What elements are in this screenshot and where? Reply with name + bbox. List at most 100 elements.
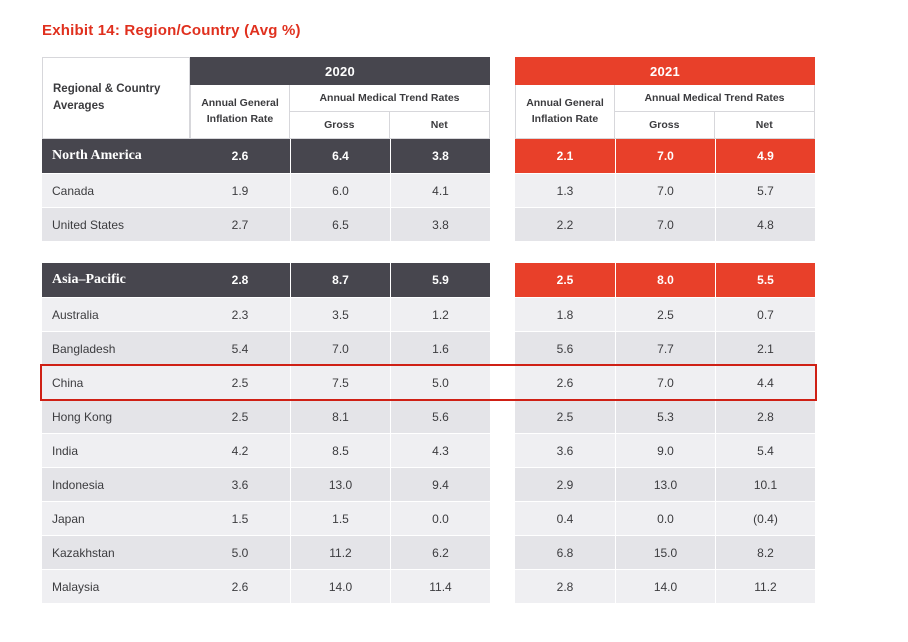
value-2020: 5.0 — [190, 536, 290, 569]
column-gutter — [490, 434, 515, 467]
value-2020: 8.1 — [290, 400, 390, 433]
value-2020: 4.3 — [390, 434, 490, 467]
value-2020: 2.5 — [190, 400, 290, 433]
value-2021: 5.4 — [715, 434, 815, 467]
region-name: Asia–Pacific — [42, 263, 190, 297]
country-row: Canada 1.9 6.0 4.1 1.3 7.0 5.7 — [42, 174, 815, 207]
column-gutter — [490, 263, 515, 297]
value-2021: 0.7 — [715, 298, 815, 331]
value-2020: 13.0 — [290, 468, 390, 501]
value-2021: 4.8 — [715, 208, 815, 241]
value-2020: 1.6 — [390, 332, 490, 365]
country-row: Indonesia 3.6 13.0 9.4 2.9 13.0 10.1 — [42, 468, 815, 501]
region-value-2021: 7.0 — [615, 139, 715, 173]
country-row: Australia 2.3 3.5 1.2 1.8 2.5 0.7 — [42, 298, 815, 331]
value-2021: 6.8 — [515, 536, 615, 569]
trend-rates-group-2020: Annual Medical Trend Rates Gross Net — [290, 85, 490, 139]
country-row: United States 2.7 6.5 3.8 2.2 7.0 4.8 — [42, 208, 815, 241]
value-2020: 11.4 — [390, 570, 490, 603]
table-header: Regional & Country Averages 2020 Annual … — [42, 57, 815, 139]
country-row: China 2.5 7.5 5.0 2.6 7.0 4.4 — [42, 366, 815, 399]
value-2020: 2.5 — [190, 366, 290, 399]
country-row: Malaysia 2.6 14.0 11.4 2.8 14.0 11.2 — [42, 570, 815, 603]
exhibit-title: Exhibit 14: Region/Country (Avg %) — [42, 22, 301, 39]
value-2020: 7.0 — [290, 332, 390, 365]
region-value-2020: 2.6 — [190, 139, 290, 173]
value-2021: 7.7 — [615, 332, 715, 365]
value-2020: 8.5 — [290, 434, 390, 467]
country-name: Malaysia — [42, 570, 190, 603]
inflation-rate-header-2020: Annual General Inflation Rate — [190, 85, 290, 139]
country-row: India 4.2 8.5 4.3 3.6 9.0 5.4 — [42, 434, 815, 467]
country-name: Indonesia — [42, 468, 190, 501]
region-value-2020: 3.8 — [390, 139, 490, 173]
value-2020: 5.6 — [390, 400, 490, 433]
value-2021: 13.0 — [615, 468, 715, 501]
value-2020: 7.5 — [290, 366, 390, 399]
value-2021: 4.4 — [715, 366, 815, 399]
value-2020: 6.0 — [290, 174, 390, 207]
country-row: Hong Kong 2.5 8.1 5.6 2.5 5.3 2.8 — [42, 400, 815, 433]
region-value-2021: 5.5 — [715, 263, 815, 297]
value-2021: 5.6 — [515, 332, 615, 365]
value-2020: 4.1 — [390, 174, 490, 207]
region-country-table: Regional & Country Averages 2020 Annual … — [42, 57, 815, 603]
value-2020: 6.2 — [390, 536, 490, 569]
value-2021: (0.4) — [715, 502, 815, 535]
country-row: Bangladesh 5.4 7.0 1.6 5.6 7.7 2.1 — [42, 332, 815, 365]
value-2020: 14.0 — [290, 570, 390, 603]
country-name: Canada — [42, 174, 190, 207]
column-gutter — [490, 468, 515, 501]
region-value-2020: 6.4 — [290, 139, 390, 173]
region-value-2020: 5.9 — [390, 263, 490, 297]
inflation-rate-header-2021: Annual General Inflation Rate — [515, 85, 615, 139]
value-2021: 7.0 — [615, 366, 715, 399]
gross-header-2021: Gross — [615, 112, 715, 138]
trend-rates-header-2020: Annual Medical Trend Rates — [290, 85, 489, 112]
region-name: North America — [42, 139, 190, 173]
value-2021: 2.2 — [515, 208, 615, 241]
value-2020: 3.6 — [190, 468, 290, 501]
value-2021: 5.7 — [715, 174, 815, 207]
value-2020: 1.5 — [190, 502, 290, 535]
section-gap — [42, 242, 815, 263]
region-value-2020: 8.7 — [290, 263, 390, 297]
value-2021: 15.0 — [615, 536, 715, 569]
region-value-2021: 4.9 — [715, 139, 815, 173]
column-gutter — [490, 298, 515, 331]
value-2020: 11.2 — [290, 536, 390, 569]
country-name: Hong Kong — [42, 400, 190, 433]
subheaders-2020: Annual General Inflation Rate Annual Med… — [190, 85, 490, 139]
value-2020: 4.2 — [190, 434, 290, 467]
value-2020: 5.4 — [190, 332, 290, 365]
country-name: Bangladesh — [42, 332, 190, 365]
column-gutter — [490, 366, 515, 399]
value-2021: 14.0 — [615, 570, 715, 603]
column-gutter — [490, 332, 515, 365]
value-2021: 2.1 — [715, 332, 815, 365]
value-2020: 1.5 — [290, 502, 390, 535]
column-gutter — [490, 570, 515, 603]
subheaders-2021: Annual General Inflation Rate Annual Med… — [515, 85, 815, 139]
value-2021: 8.2 — [715, 536, 815, 569]
value-2021: 2.6 — [515, 366, 615, 399]
region-row: Asia–Pacific 2.8 8.7 5.9 2.5 8.0 5.5 — [42, 263, 815, 297]
value-2020: 5.0 — [390, 366, 490, 399]
value-2021: 9.0 — [615, 434, 715, 467]
country-row: Kazakhstan 5.0 11.2 6.2 6.8 15.0 8.2 — [42, 536, 815, 569]
value-2020: 2.6 — [190, 570, 290, 603]
value-2021: 2.8 — [515, 570, 615, 603]
value-2021: 7.0 — [615, 174, 715, 207]
year-group-2020: 2020 Annual General Inflation Rate Annua… — [190, 57, 490, 139]
value-2020: 9.4 — [390, 468, 490, 501]
value-2021: 3.6 — [515, 434, 615, 467]
country-name: Japan — [42, 502, 190, 535]
table-body: North America 2.6 6.4 3.8 2.1 7.0 4.9 Canada 1.9… — [42, 139, 815, 603]
value-2021: 2.8 — [715, 400, 815, 433]
column-gutter — [490, 502, 515, 535]
value-2021: 2.9 — [515, 468, 615, 501]
country-name: India — [42, 434, 190, 467]
column-gutter — [490, 208, 515, 241]
value-2021: 2.5 — [515, 400, 615, 433]
value-2020: 2.7 — [190, 208, 290, 241]
